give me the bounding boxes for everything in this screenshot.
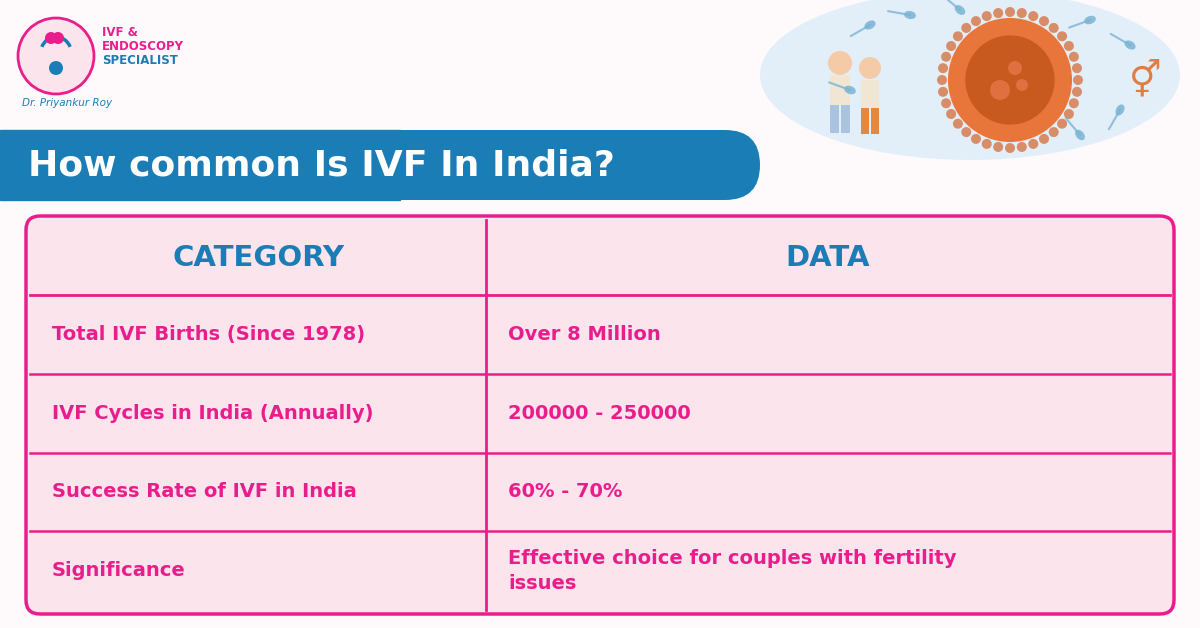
Text: 200000 - 250000: 200000 - 250000 bbox=[508, 404, 691, 423]
Bar bbox=[830, 75, 850, 105]
Circle shape bbox=[971, 16, 982, 26]
Circle shape bbox=[941, 51, 952, 62]
Bar bbox=[0, 130, 400, 200]
Circle shape bbox=[941, 98, 952, 108]
Circle shape bbox=[18, 18, 94, 94]
FancyBboxPatch shape bbox=[0, 130, 760, 200]
Circle shape bbox=[1008, 61, 1022, 75]
Ellipse shape bbox=[1084, 16, 1096, 24]
Text: How common Is IVF In India?: How common Is IVF In India? bbox=[28, 148, 614, 182]
Text: ⚥: ⚥ bbox=[1129, 62, 1162, 99]
Ellipse shape bbox=[844, 85, 856, 94]
Text: IVF Cycles in India (Annually): IVF Cycles in India (Annually) bbox=[52, 404, 373, 423]
Text: 60% - 70%: 60% - 70% bbox=[508, 482, 623, 501]
Circle shape bbox=[1039, 134, 1049, 144]
Circle shape bbox=[1049, 127, 1058, 137]
Circle shape bbox=[1073, 75, 1084, 85]
Bar bbox=[830, 105, 839, 133]
Ellipse shape bbox=[904, 11, 916, 19]
Circle shape bbox=[1006, 7, 1015, 17]
Text: Effective choice for couples with fertility
issues: Effective choice for couples with fertil… bbox=[508, 549, 956, 593]
Circle shape bbox=[1028, 139, 1038, 149]
Ellipse shape bbox=[864, 21, 876, 30]
Circle shape bbox=[971, 134, 982, 144]
Circle shape bbox=[965, 35, 1055, 124]
Circle shape bbox=[982, 11, 991, 21]
Ellipse shape bbox=[1124, 40, 1135, 50]
Circle shape bbox=[1039, 16, 1049, 26]
Circle shape bbox=[1069, 98, 1079, 108]
Circle shape bbox=[1072, 63, 1082, 73]
Circle shape bbox=[1057, 119, 1067, 129]
Text: IVF &: IVF & bbox=[102, 26, 138, 39]
Circle shape bbox=[982, 139, 991, 149]
Circle shape bbox=[49, 61, 64, 75]
Circle shape bbox=[1057, 31, 1067, 41]
Text: DATA: DATA bbox=[786, 244, 870, 271]
Circle shape bbox=[1064, 109, 1074, 119]
Ellipse shape bbox=[1116, 104, 1124, 116]
Circle shape bbox=[1064, 41, 1074, 51]
Circle shape bbox=[994, 8, 1003, 18]
Circle shape bbox=[828, 51, 852, 75]
Ellipse shape bbox=[1075, 130, 1085, 140]
Circle shape bbox=[938, 87, 948, 97]
Text: SPECIALIST: SPECIALIST bbox=[102, 54, 178, 67]
Circle shape bbox=[953, 31, 962, 41]
Circle shape bbox=[937, 75, 947, 85]
Circle shape bbox=[946, 109, 956, 119]
Circle shape bbox=[1006, 143, 1015, 153]
Text: Total IVF Births (Since 1978): Total IVF Births (Since 1978) bbox=[52, 325, 365, 344]
Circle shape bbox=[990, 80, 1010, 100]
Circle shape bbox=[961, 127, 971, 137]
Text: ENDOSCOPY: ENDOSCOPY bbox=[102, 40, 184, 53]
Circle shape bbox=[961, 23, 971, 33]
Circle shape bbox=[1016, 8, 1027, 18]
Circle shape bbox=[1072, 87, 1082, 97]
Circle shape bbox=[52, 32, 64, 44]
Bar bbox=[862, 80, 878, 108]
Text: Dr. Priyankur Roy: Dr. Priyankur Roy bbox=[22, 98, 112, 108]
Circle shape bbox=[1016, 142, 1027, 152]
Text: Over 8 Million: Over 8 Million bbox=[508, 325, 661, 344]
Circle shape bbox=[953, 119, 962, 129]
Circle shape bbox=[994, 142, 1003, 152]
Bar bbox=[862, 108, 869, 134]
Circle shape bbox=[1016, 79, 1028, 91]
Circle shape bbox=[46, 32, 58, 44]
Text: Significance: Significance bbox=[52, 561, 186, 580]
Ellipse shape bbox=[955, 5, 965, 15]
Circle shape bbox=[1069, 51, 1079, 62]
Circle shape bbox=[948, 18, 1072, 142]
Bar bbox=[871, 108, 878, 134]
Circle shape bbox=[946, 41, 956, 51]
Circle shape bbox=[1049, 23, 1058, 33]
Text: CATEGORY: CATEGORY bbox=[172, 244, 344, 271]
Circle shape bbox=[938, 63, 948, 73]
Text: Success Rate of IVF in India: Success Rate of IVF in India bbox=[52, 482, 356, 501]
Circle shape bbox=[1028, 11, 1038, 21]
Circle shape bbox=[859, 57, 881, 79]
FancyBboxPatch shape bbox=[26, 216, 1174, 614]
Ellipse shape bbox=[760, 0, 1180, 160]
Bar bbox=[841, 105, 850, 133]
